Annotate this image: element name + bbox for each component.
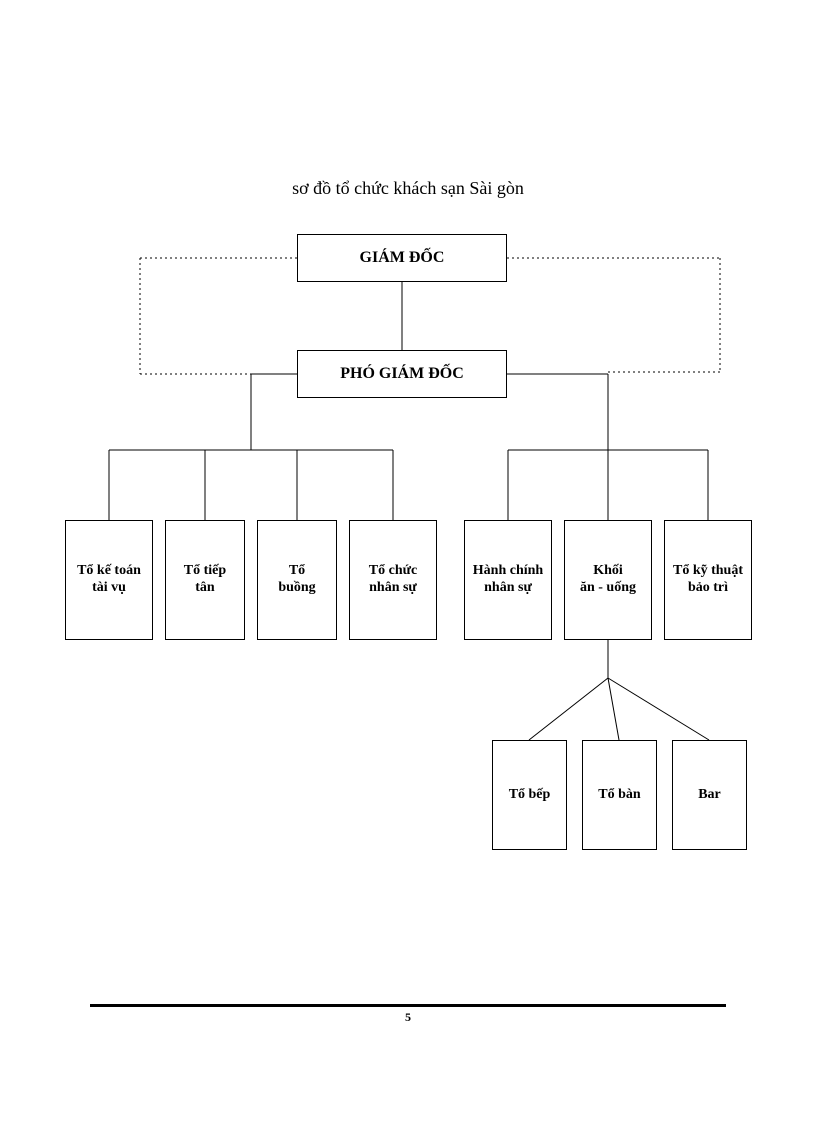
node-hanh-chinh-ns: Hành chínhnhân sự bbox=[464, 520, 552, 640]
diagram-title: sơ đồ tổ chức khách sạn Sài gòn bbox=[0, 178, 816, 199]
node-to-ban: Tổ bàn bbox=[582, 740, 657, 850]
node-khoi-an-uong: Khốiăn - uống bbox=[564, 520, 652, 640]
node-to-ky-thuat: Tổ kỹ thuậtbảo trì bbox=[664, 520, 752, 640]
node-bar: Bar bbox=[672, 740, 747, 850]
node-to-chuc-ns: Tổ chứcnhân sự bbox=[349, 520, 437, 640]
page: sơ đồ tổ chức khách sạn Sài gòn GIÁM ĐỐC… bbox=[0, 0, 816, 1123]
node-to-ke-toan: Tổ kế toántài vụ bbox=[65, 520, 153, 640]
node-to-buong: Tổbuồng bbox=[257, 520, 337, 640]
node-to-bep: Tổ bếp bbox=[492, 740, 567, 850]
node-to-tiep-tan: Tổ tiếptân bbox=[165, 520, 245, 640]
node-pho-giam-doc: PHÓ GIÁM ĐỐC bbox=[297, 350, 507, 398]
node-giam-doc: GIÁM ĐỐC bbox=[297, 234, 507, 282]
page-number: 5 bbox=[0, 1010, 816, 1025]
footer-rule bbox=[90, 1004, 726, 1007]
